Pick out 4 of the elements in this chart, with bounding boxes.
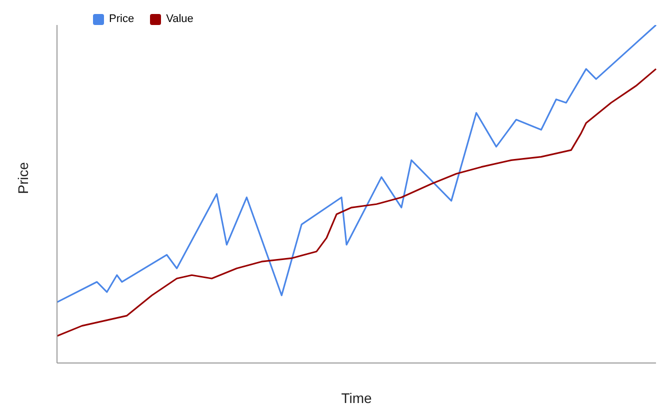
x-axis-title: Time (341, 390, 372, 406)
y-axis-title: Price (14, 162, 31, 194)
legend-label: Price (108, 13, 134, 25)
legend-label: Value (165, 13, 194, 25)
